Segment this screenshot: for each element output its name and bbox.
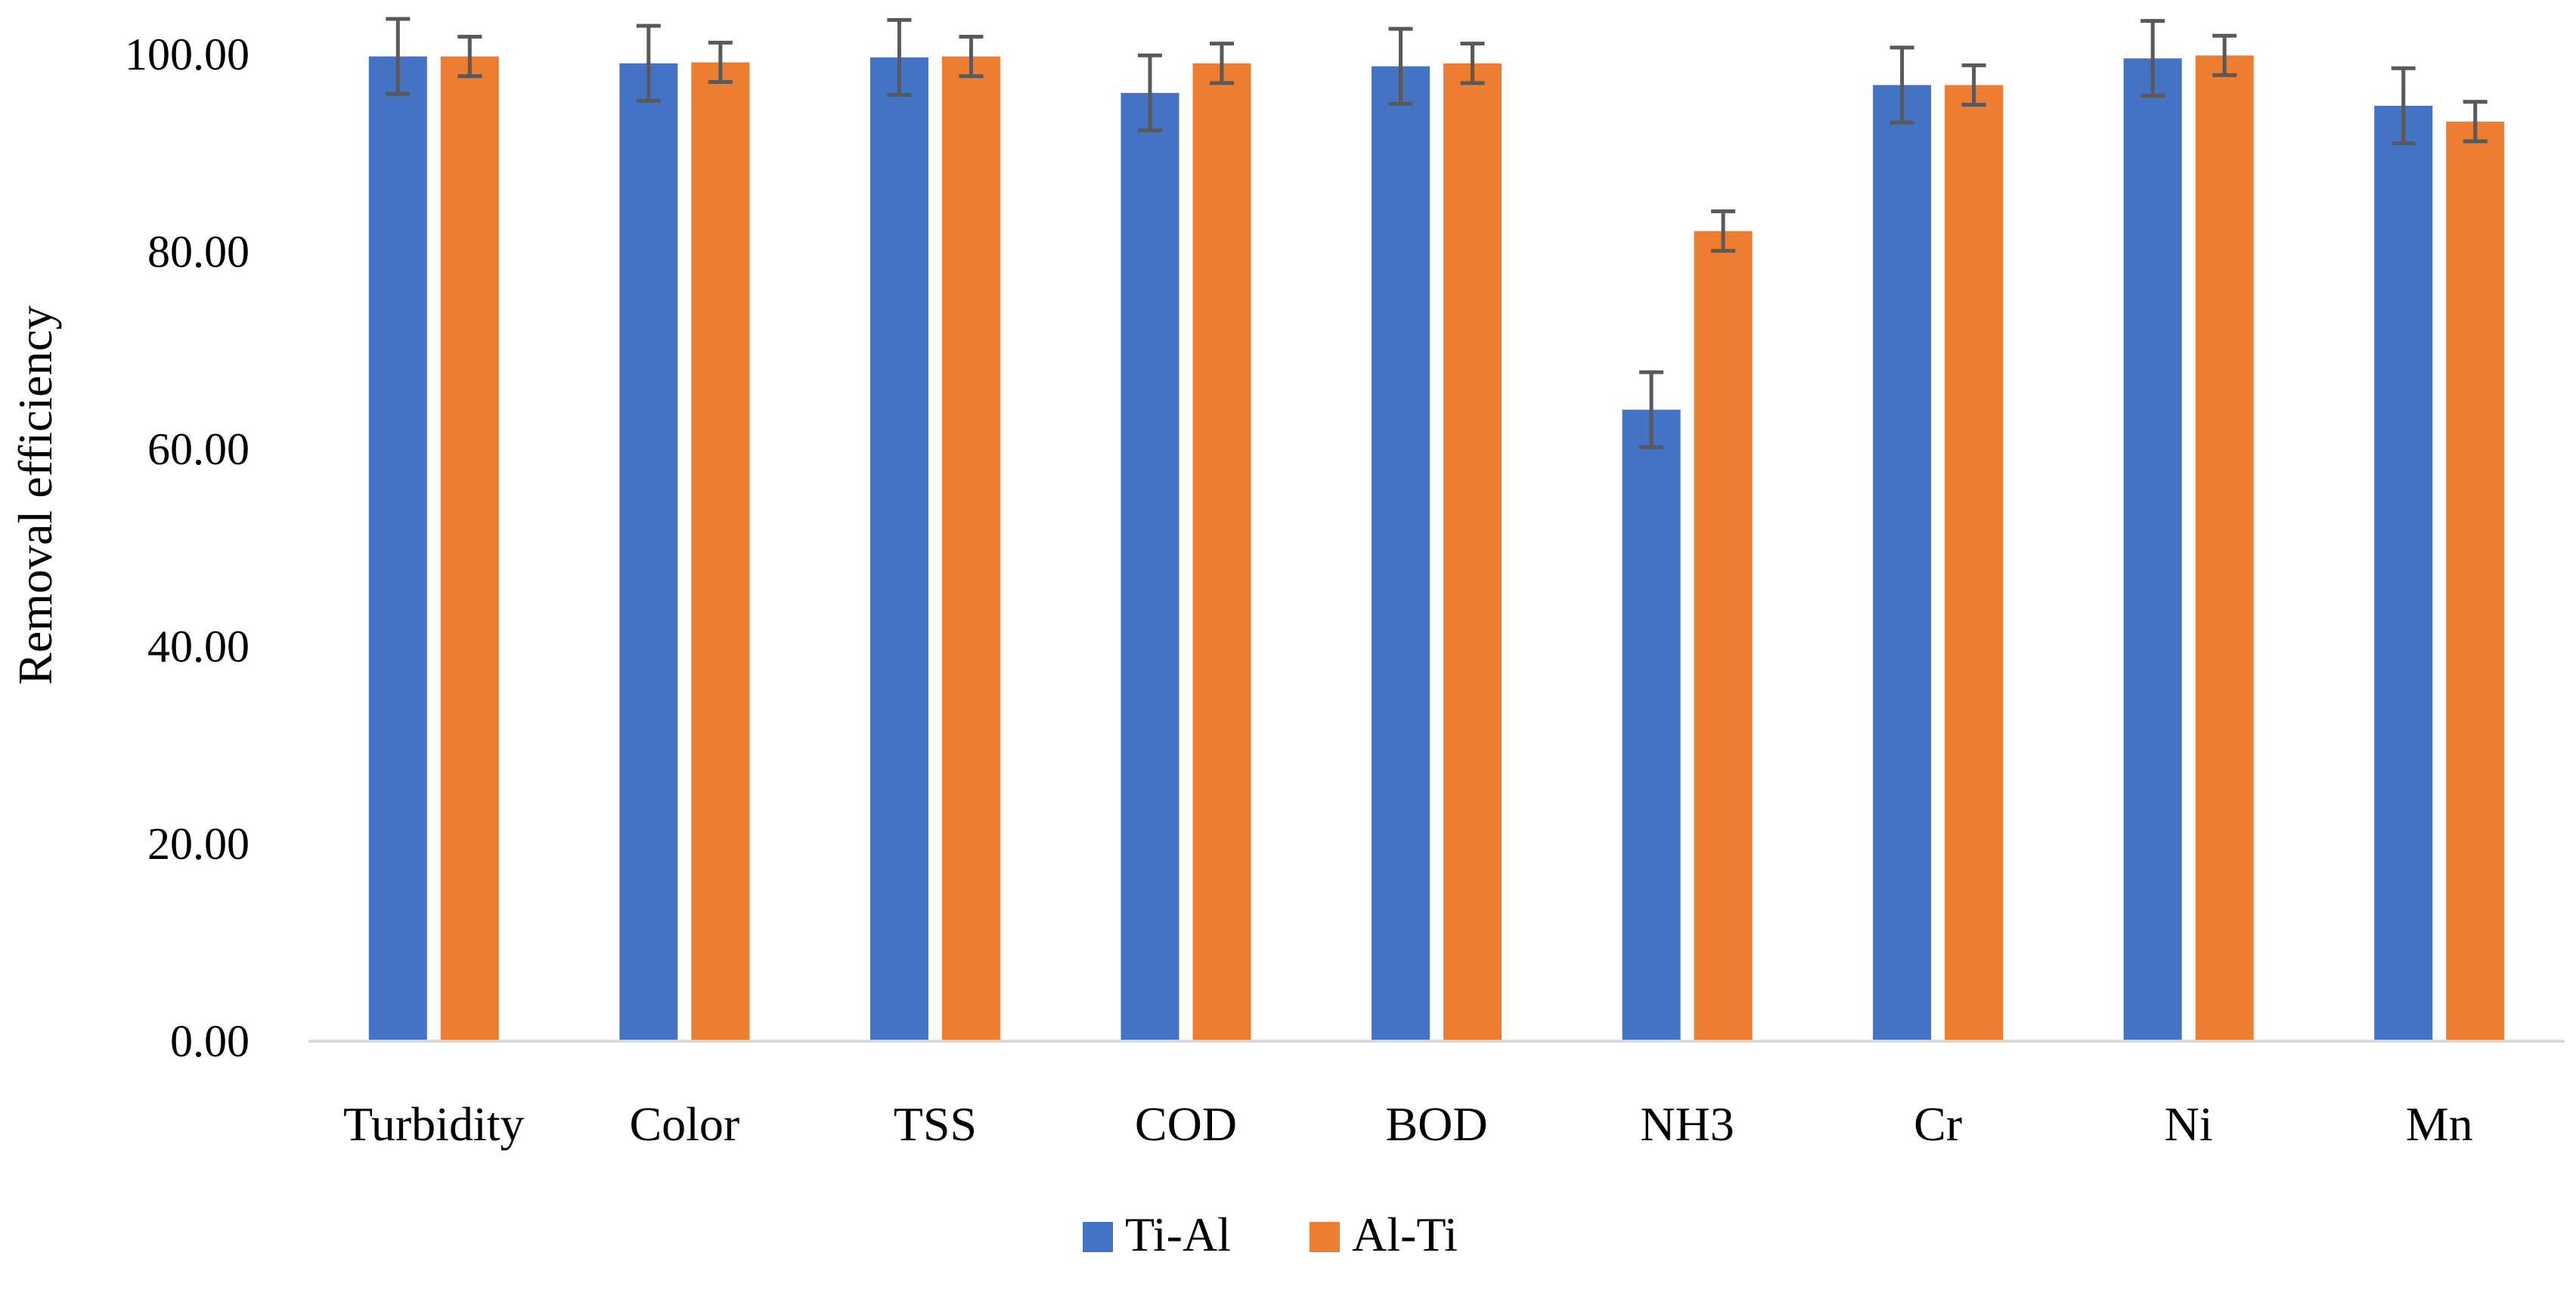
x-axis-ticks: Turbidity Color TSS COD BOD NH3 Cr Ni Mn — [343, 1097, 2473, 1151]
legend-swatch-al-ti — [1310, 1222, 1340, 1252]
bar-ti-al — [2123, 58, 2182, 1042]
x-tick-label: TSS — [894, 1097, 977, 1151]
x-tick-label: NH3 — [1640, 1097, 1734, 1151]
y-tick-label: 100.00 — [125, 29, 250, 79]
bar-ti-al — [2374, 105, 2433, 1042]
x-tick-label: COD — [1135, 1097, 1237, 1151]
x-tick-label: Mn — [2406, 1097, 2473, 1151]
bar-al-ti — [691, 62, 750, 1042]
bar-al-ti — [1443, 63, 1502, 1042]
bar-ti-al — [619, 63, 678, 1042]
y-axis-ticks: 0.00 20.00 40.00 60.00 80.00 100.00 — [125, 29, 250, 1066]
legend: Ti-Al Al-Ti — [1083, 1208, 1458, 1261]
bar-al-ti — [1694, 231, 1753, 1042]
legend-label: Al-Ti — [1352, 1208, 1458, 1261]
legend-label: Ti-Al — [1125, 1208, 1231, 1261]
bar-ti-al — [1121, 92, 1180, 1041]
x-tick-label: Turbidity — [343, 1097, 525, 1151]
bar-al-ti — [440, 56, 499, 1042]
bar-al-ti — [2446, 121, 2505, 1042]
x-tick-label: Cr — [1914, 1097, 1962, 1151]
x-tick-label: Color — [629, 1097, 739, 1151]
bar-al-ti — [2195, 55, 2254, 1041]
x-tick-label: Ni — [2165, 1097, 2213, 1151]
y-tick-label: 60.00 — [147, 424, 250, 474]
y-tick-label: 40.00 — [147, 622, 250, 671]
bar-al-ti — [1945, 85, 2004, 1042]
x-tick-label: BOD — [1385, 1097, 1487, 1151]
y-tick-label: 0.00 — [170, 1016, 250, 1066]
bar-ti-al — [368, 56, 427, 1042]
y-tick-label: 80.00 — [147, 227, 250, 277]
bars-group — [368, 55, 2505, 1042]
bar-ti-al — [1873, 85, 1932, 1042]
legend-swatch-ti-al — [1083, 1222, 1113, 1252]
bar-al-ti — [941, 56, 1000, 1042]
bar-al-ti — [1192, 63, 1251, 1042]
bar-ti-al — [870, 57, 928, 1041]
bar-ti-al — [1372, 66, 1430, 1041]
y-tick-label: 20.00 — [147, 819, 250, 869]
y-axis-label: Removal efficiency — [8, 305, 62, 685]
bar-ti-al — [1622, 409, 1681, 1041]
error-bars-group — [386, 17, 2488, 449]
